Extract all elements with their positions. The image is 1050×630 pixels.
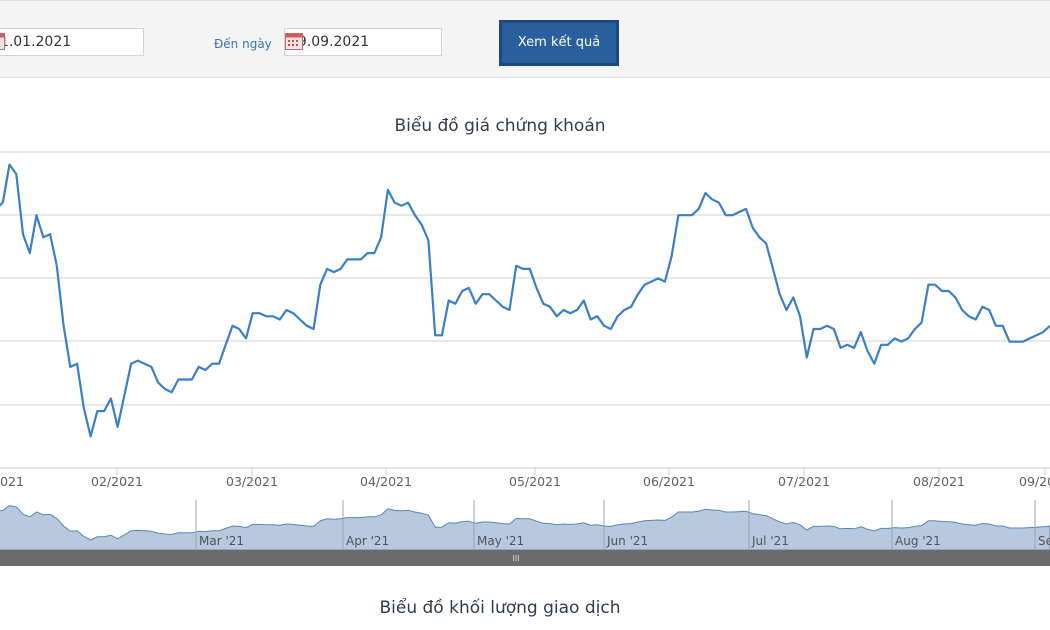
navigator-area[interactable] (0, 505, 1050, 551)
calendar-icon[interactable] (0, 33, 5, 50)
volume-chart-title: Biểu đồ khối lượng giao dịch (379, 598, 621, 618)
to-date-field[interactable]: 09.09.2021 (284, 28, 442, 56)
from-date-value: 01.01.2021 (0, 34, 72, 50)
calendar-icon[interactable] (285, 33, 303, 50)
price-line (0, 163, 1050, 438)
x-axis: 01/2021 02/2021 03/2021 04/2021 05/2021 06/20… (0, 468, 1050, 489)
to-date-value: 09.09.2021 (289, 34, 370, 50)
x-tick-label: 09/2021 (1019, 474, 1050, 489)
navigator-scrollbar[interactable] (0, 550, 1050, 566)
navigator-label: Se (1038, 534, 1050, 548)
x-tick-label: 06/2021 (643, 474, 695, 489)
navigator-label: Jul '21 (751, 534, 789, 548)
navigator-label: Apr '21 (346, 534, 389, 548)
view-results-button[interactable]: Xem kết quả (499, 20, 619, 66)
x-tick-label: 05/2021 (509, 474, 561, 489)
navigator-label: Mar '21 (199, 534, 244, 548)
x-tick-label: 07/2021 (778, 474, 830, 489)
scrollbar-grip-icon[interactable]: III (512, 554, 519, 563)
navigator-label: Jun '21 (606, 534, 648, 548)
date-filter-bar: 01.01.2021 Đến ngày 09.09.2021 Xem kết q… (0, 0, 1050, 78)
x-tick-label: 08/2021 (913, 474, 965, 489)
x-tick-label: 01/2021 (0, 474, 24, 489)
x-tick-label: 03/2021 (226, 474, 278, 489)
price-series (0, 163, 1050, 438)
x-tick-label: 04/2021 (360, 474, 412, 489)
price-chart-title: Biểu đồ giá chứng khoán (394, 116, 606, 136)
range-navigator: Mar '21 Apr '21 May '21 Jun '21 Jul '21 Aug '… (0, 500, 1050, 566)
navigator-label: Aug '21 (895, 534, 941, 548)
to-date-label: Đến ngày (214, 37, 272, 51)
price-chart: 01/2021 02/2021 03/2021 04/2021 05/2021 06/20… (0, 151, 1050, 566)
from-date-field[interactable]: 01.01.2021 (0, 28, 144, 56)
navigator-label: May '21 (477, 534, 524, 548)
x-tick-label: 02/2021 (91, 474, 143, 489)
chart-gridlines (0, 151, 1050, 469)
